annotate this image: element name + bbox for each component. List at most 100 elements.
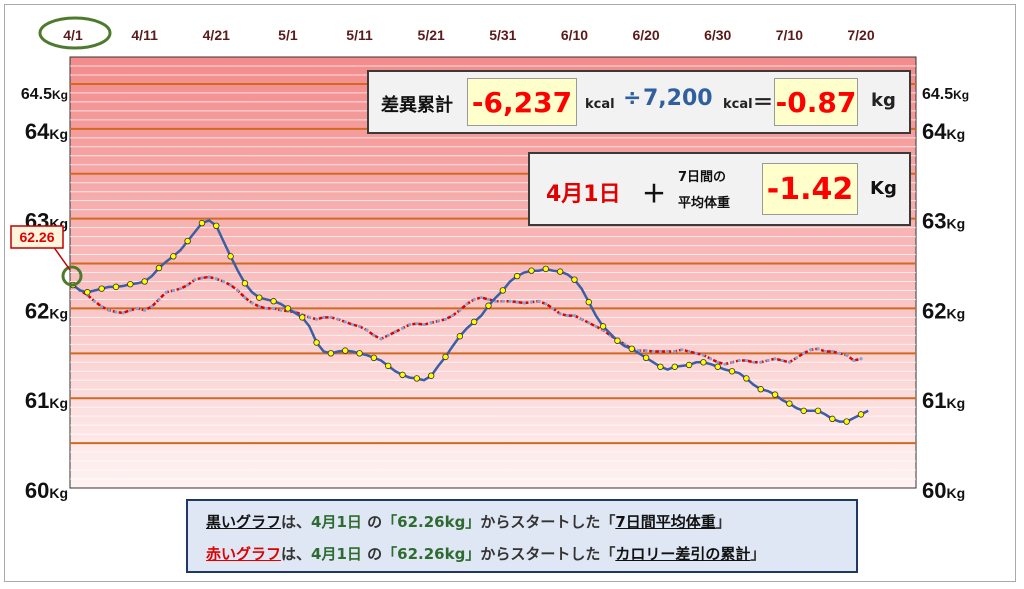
series-point xyxy=(413,375,421,382)
series-point xyxy=(184,237,191,245)
series-point xyxy=(558,312,562,316)
series-point xyxy=(571,276,578,283)
series-point xyxy=(350,322,354,327)
y-tick-label: 64.5Kg xyxy=(922,86,969,103)
series-point xyxy=(528,267,535,274)
series-point xyxy=(236,288,240,293)
series-point xyxy=(714,363,721,370)
series-point xyxy=(415,322,419,326)
start-callout-box xyxy=(10,225,64,249)
series-point xyxy=(193,278,197,282)
x-tick-label: 6/30 xyxy=(704,27,731,43)
series-point xyxy=(802,351,806,355)
series-point xyxy=(270,298,277,305)
series-point xyxy=(773,357,777,361)
series-point xyxy=(644,349,648,353)
series-point xyxy=(284,305,292,312)
series-point xyxy=(370,354,378,362)
start-callout-line xyxy=(52,245,71,271)
average-weight-box: 4月1日 ＋ 7日間の 平均体重 -1.42 Kg xyxy=(528,152,911,226)
series-point xyxy=(716,360,720,364)
series-point xyxy=(299,314,306,321)
series-point xyxy=(250,301,254,305)
legend-black-quote: 「62.26kg」 xyxy=(382,513,481,531)
y-tick-label: 60Kg xyxy=(922,478,965,503)
legend-black-wa: は、 xyxy=(281,513,312,531)
x-tick-label: 6/10 xyxy=(561,27,588,43)
series-point xyxy=(221,279,226,284)
series-point xyxy=(494,299,498,303)
series-point xyxy=(587,321,591,325)
series-point xyxy=(408,322,412,327)
kcal-unit-1: kcal xyxy=(585,97,615,112)
series-point xyxy=(485,302,492,309)
series-point xyxy=(759,360,763,364)
series-point xyxy=(522,301,526,305)
series-point xyxy=(787,360,791,364)
series-point xyxy=(322,315,326,319)
series-point xyxy=(529,300,534,304)
series-point xyxy=(143,308,147,312)
series-point xyxy=(365,328,369,332)
series-point xyxy=(393,330,397,334)
series-point xyxy=(84,289,91,296)
series-point xyxy=(271,306,276,311)
series-point xyxy=(665,349,670,354)
series-point xyxy=(780,358,784,363)
series-point xyxy=(671,363,678,370)
series-point xyxy=(386,333,390,337)
start-point-circle xyxy=(61,265,83,287)
series-point xyxy=(356,350,363,357)
y-tick-label: 62Kg xyxy=(25,298,68,323)
series-point xyxy=(728,368,736,375)
legend-red-no: の xyxy=(361,545,383,563)
series-point xyxy=(814,407,822,414)
series-point xyxy=(685,361,693,369)
series-point xyxy=(385,362,392,370)
series-point xyxy=(744,358,748,363)
series-point xyxy=(751,360,756,364)
legend-box: 黒いグラフは、4月1日 の「62.26kg」からスタートした「7日間平均体重」 … xyxy=(186,499,858,573)
series-point xyxy=(458,308,462,312)
series-point xyxy=(127,280,134,288)
series-point xyxy=(794,356,799,360)
series-point xyxy=(436,319,440,323)
series-point xyxy=(537,299,541,303)
series-point xyxy=(501,299,505,303)
divide-sign: ÷ xyxy=(623,86,642,111)
series-point xyxy=(155,264,163,272)
series-point xyxy=(859,357,863,361)
series-point xyxy=(470,318,478,326)
series-point xyxy=(107,308,111,312)
series-point xyxy=(658,349,663,354)
series-point xyxy=(400,326,405,330)
series-point xyxy=(314,317,319,321)
series-point xyxy=(98,285,105,292)
series-point xyxy=(800,407,807,414)
series-point xyxy=(456,333,464,340)
series-point xyxy=(150,305,154,309)
legend-black-what: 7日間平均体重 xyxy=(615,513,716,531)
series-point xyxy=(479,296,483,300)
series-point xyxy=(845,353,849,357)
series-point xyxy=(207,275,211,279)
y-tick-label: 64Kg xyxy=(922,119,965,144)
series-point xyxy=(837,351,842,355)
series-point xyxy=(472,297,476,302)
series-point xyxy=(651,349,655,354)
y-tick-labels-right: 64.5Kg 64Kg 63Kg 62Kg 61Kg 60Kg xyxy=(922,86,969,503)
legend-black-no: の xyxy=(361,513,383,531)
series-point xyxy=(336,317,340,321)
series-point xyxy=(442,353,449,361)
series-point xyxy=(701,353,706,357)
series-point xyxy=(809,348,813,352)
legend-red-graph: 赤いグラフ xyxy=(206,545,282,563)
legend-red-date: 4月1日 xyxy=(311,545,362,563)
series-point xyxy=(700,359,707,366)
start-date-circle xyxy=(38,16,112,50)
series-point xyxy=(580,317,584,321)
x-tick-label: 4/1 xyxy=(63,27,83,43)
chart-frame xyxy=(4,4,1016,582)
series-point xyxy=(723,362,727,366)
series-point xyxy=(757,386,764,393)
